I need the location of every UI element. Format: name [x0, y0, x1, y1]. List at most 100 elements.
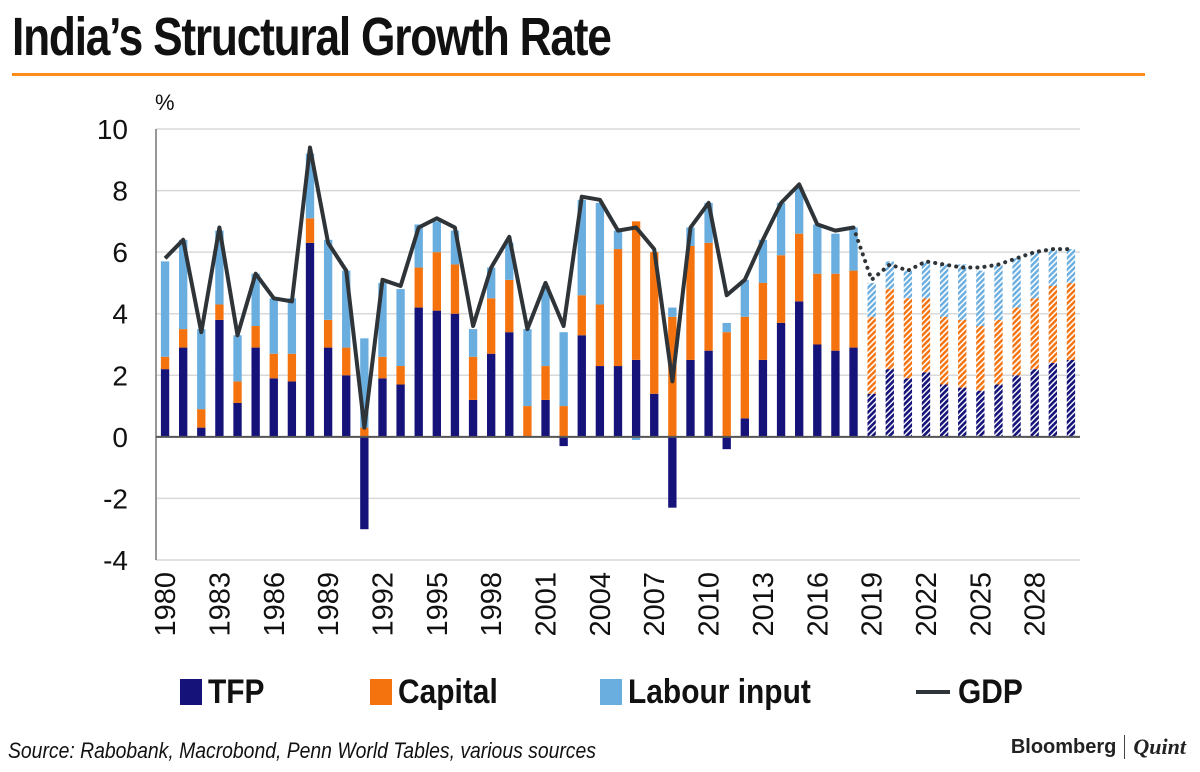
gdp-forecast-line — [851, 225, 1073, 284]
y-axis-unit: % — [155, 90, 175, 115]
bar-capital — [287, 353, 297, 382]
bar-tfp — [831, 350, 840, 437]
x-tick-label: 2013 — [748, 572, 780, 637]
bar-labour — [396, 289, 405, 367]
bar-capital — [160, 356, 170, 370]
bar-tfp — [795, 301, 804, 437]
bar-capital — [613, 249, 623, 367]
title-underline — [12, 73, 1145, 76]
bar-capital — [867, 316, 876, 394]
bar-tfp — [269, 378, 278, 437]
bar-labour — [450, 230, 460, 265]
legend-swatch-capital — [370, 679, 392, 705]
bar-tfp — [758, 359, 768, 437]
bar-tfp — [849, 347, 858, 437]
bar-tfp — [233, 402, 242, 437]
legend-label-labour: Labour input — [628, 672, 811, 711]
bar-labour — [903, 270, 913, 299]
bar-capital — [450, 264, 460, 314]
bar-tfp — [1048, 362, 1057, 437]
bar-capital — [903, 298, 913, 379]
legend-item-gdp: GDP — [916, 670, 1032, 714]
source-note: Source: Rabobank, Macrobond, Penn World … — [8, 738, 596, 763]
bar-tfp — [360, 436, 369, 530]
bar-labour — [885, 261, 894, 290]
bar-labour — [233, 335, 242, 382]
bar-capital — [523, 406, 532, 437]
bar-tfp — [450, 313, 460, 437]
bar-tfp — [740, 418, 749, 437]
bar-capital — [215, 304, 224, 320]
bar-labour — [958, 264, 967, 320]
bar-tfp — [251, 347, 260, 437]
bar-tfp — [921, 372, 931, 437]
legend-item-labour: Labour input — [600, 670, 836, 714]
bar-labour — [921, 261, 931, 299]
bar-labour — [595, 202, 605, 305]
bar-tfp — [686, 359, 695, 437]
bar-tfp — [432, 310, 441, 437]
legend-item-capital: Capital — [370, 670, 511, 714]
bar-capital — [541, 366, 550, 400]
chart-title: India’s Structural Growth Rate — [12, 7, 612, 67]
bar-tfp — [1012, 375, 1021, 437]
bar-tfp — [994, 384, 1003, 437]
bar-tfp — [396, 384, 405, 437]
bar-capital — [305, 218, 315, 243]
bar-capital — [595, 304, 605, 367]
x-tick-label: 2025 — [965, 572, 997, 637]
bar-tfp — [342, 375, 351, 437]
legend-label-gdp: GDP — [958, 672, 1023, 711]
bar-labour — [179, 239, 188, 330]
bar-capital — [776, 255, 786, 323]
legend-label-tfp: TFP — [208, 672, 265, 711]
bar-capital — [704, 242, 713, 351]
brand-primary: Bloomberg — [1010, 735, 1117, 758]
x-tick-label: 2016 — [802, 572, 834, 637]
y-tick-label: 6 — [112, 237, 128, 268]
gdp-line — [163, 145, 854, 430]
bar-labour — [976, 270, 985, 327]
bar-labour — [867, 282, 876, 317]
bar-labour — [722, 322, 731, 333]
bar-capital — [849, 270, 858, 348]
bar-capital — [686, 245, 695, 360]
bar-labour — [160, 261, 170, 357]
bar-capital — [468, 356, 478, 400]
bar-labour — [740, 279, 749, 317]
bar-capital — [577, 295, 586, 336]
x-tick-label: 1983 — [204, 572, 236, 637]
bar-tfp — [1066, 359, 1076, 437]
legend-item-tfp: TFP — [180, 670, 272, 714]
x-tick-label: 1995 — [422, 572, 454, 637]
bar-capital — [722, 332, 731, 437]
brand-logo: Bloomberg Quint — [1011, 734, 1186, 760]
bar-tfp — [867, 393, 876, 437]
bar-labour — [1030, 252, 1039, 299]
bar-tfp — [287, 381, 297, 437]
x-tick-label: 1989 — [313, 572, 345, 637]
bar-capital — [505, 279, 514, 333]
x-tick-label: 2001 — [531, 572, 563, 637]
bar-tfp — [813, 344, 822, 437]
bar-tfp — [378, 378, 387, 437]
bar-labour — [559, 332, 568, 407]
bar-capital — [740, 316, 749, 419]
bar-labour — [577, 199, 586, 296]
bar-capital — [487, 298, 496, 354]
bar-labour — [704, 202, 713, 243]
x-tick-label: 1980 — [150, 572, 182, 637]
bar-labour — [323, 239, 333, 320]
x-tick-label: 2022 — [911, 572, 943, 637]
bar-capital — [939, 316, 949, 385]
bar-capital — [958, 319, 967, 388]
legend-label-capital: Capital — [398, 672, 498, 711]
bar-tfp — [487, 353, 496, 437]
y-tick-label: 2 — [112, 360, 128, 391]
bar-tfp — [1030, 369, 1039, 437]
bar-labour — [1048, 249, 1057, 287]
bar-tfp — [160, 369, 170, 437]
bar-capital — [885, 289, 894, 370]
bar-capital — [976, 326, 985, 391]
